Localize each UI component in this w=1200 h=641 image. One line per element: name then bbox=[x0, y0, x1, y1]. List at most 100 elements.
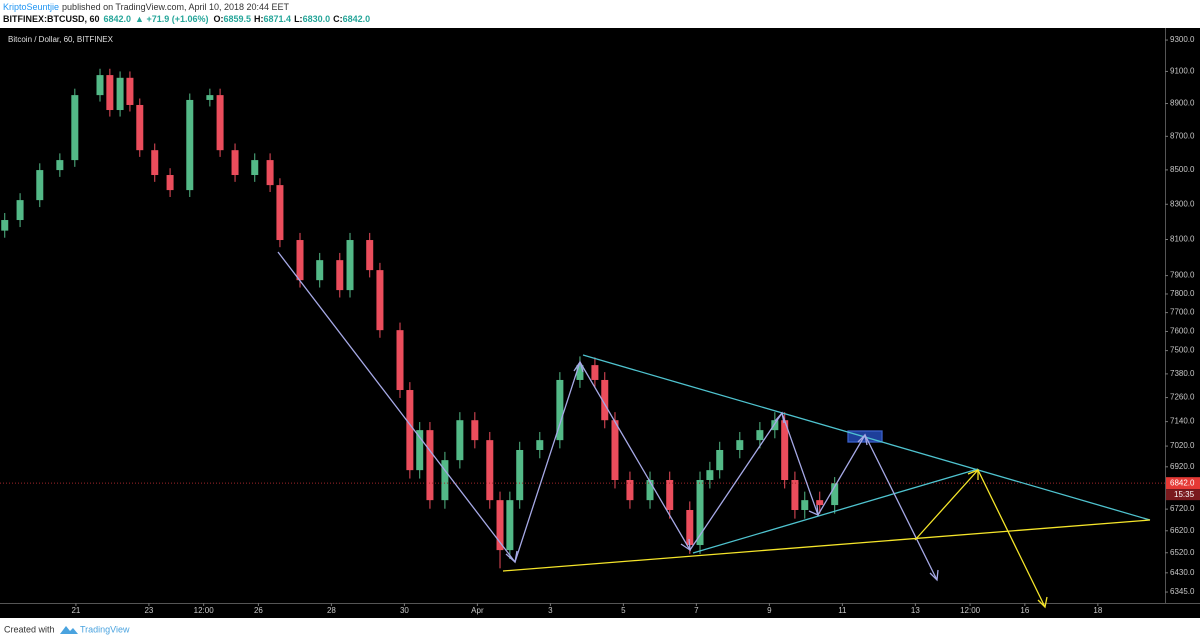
y-tick-label: 6520.0 bbox=[1170, 548, 1195, 557]
arrow-head bbox=[1037, 596, 1048, 609]
base-line bbox=[502, 519, 1151, 572]
candle-body bbox=[166, 175, 174, 191]
candle-body bbox=[231, 150, 239, 176]
support-line bbox=[692, 468, 979, 554]
quote-value: 6871.4 bbox=[264, 14, 292, 24]
candle-body bbox=[216, 95, 224, 151]
candle-body bbox=[716, 450, 724, 471]
candle-body bbox=[771, 420, 779, 431]
candle-body bbox=[426, 430, 434, 501]
change: ▲ +71.9 (+1.06%) bbox=[135, 14, 208, 24]
wave-path bbox=[277, 251, 938, 581]
last-price-box bbox=[1166, 477, 1200, 490]
arrow-head bbox=[808, 504, 819, 517]
candle-body bbox=[516, 450, 524, 501]
footer-brand[interactable]: TradingView bbox=[80, 624, 130, 634]
candle-body bbox=[611, 420, 619, 481]
candle-body bbox=[136, 104, 144, 151]
candle-body bbox=[496, 500, 504, 551]
y-tick-label: 7500.0 bbox=[1170, 346, 1195, 355]
candle-body bbox=[666, 480, 674, 510]
symbol: BITFINEX:BTCUSD, 60 bbox=[3, 14, 100, 24]
arrow-head bbox=[929, 569, 939, 582]
y-tick-label: 8700.0 bbox=[1170, 131, 1195, 140]
footer-created: Created with bbox=[4, 624, 55, 634]
marks: 9300.0 9100.0 8900.0 8700.0 8500.0 8300.0 8100… bbox=[0, 35, 1200, 615]
x-tick-label: 18 bbox=[1093, 606, 1102, 615]
candle-body bbox=[646, 480, 654, 501]
candle-body bbox=[251, 160, 259, 176]
y-tick-label: 7900.0 bbox=[1170, 271, 1195, 280]
arrow-head bbox=[774, 411, 785, 424]
y-tick-label: 9100.0 bbox=[1170, 67, 1195, 76]
y-tick-label: 8300.0 bbox=[1170, 199, 1195, 208]
y-tick-label: 6430.0 bbox=[1170, 568, 1195, 577]
candle-body bbox=[601, 379, 609, 421]
countdown: 15:35 bbox=[1174, 490, 1195, 499]
candle-body bbox=[706, 470, 714, 481]
candle-body bbox=[106, 75, 114, 111]
candle-body bbox=[1, 220, 9, 231]
candle-body bbox=[366, 240, 374, 271]
x-tick-label: 23 bbox=[144, 606, 153, 615]
y-tick-label: 8900.0 bbox=[1170, 99, 1195, 108]
candle-body bbox=[396, 330, 404, 391]
header-line-2: BITFINEX:BTCUSD, 60 6842.0 ▲ +71.9 (+1.06%… bbox=[3, 14, 370, 24]
y-tick-label: 7260.0 bbox=[1170, 393, 1195, 402]
arrow-head bbox=[967, 469, 979, 480]
y-tick-label: 6720.0 bbox=[1170, 504, 1195, 513]
candle-body bbox=[556, 379, 564, 441]
candle-body bbox=[316, 260, 324, 281]
drawings bbox=[277, 251, 1151, 609]
candle-body bbox=[471, 420, 479, 441]
x-tick-label: 7 bbox=[694, 606, 699, 615]
countdown-box bbox=[1166, 489, 1200, 501]
x-tick-label: 16 bbox=[1020, 606, 1029, 615]
header-line-1: KriptoSeuntjie published on TradingView.c… bbox=[3, 2, 290, 12]
x-tick-label: 21 bbox=[71, 606, 80, 615]
header-bg bbox=[0, 0, 1200, 28]
author-link[interactable]: KriptoSeuntjie bbox=[3, 2, 59, 12]
logo bbox=[60, 626, 78, 634]
candle-body bbox=[756, 430, 764, 441]
candle-body bbox=[486, 440, 494, 501]
candle-body bbox=[206, 95, 214, 100]
candle-body bbox=[16, 200, 24, 221]
quote-value: 6859.5 bbox=[224, 14, 252, 24]
x-tick-label: 26 bbox=[254, 606, 263, 615]
quote-label: O: bbox=[214, 14, 224, 24]
arrow-head bbox=[505, 550, 518, 564]
candle-body bbox=[456, 420, 464, 461]
candle-body bbox=[441, 460, 449, 501]
x-tick-label: Apr bbox=[471, 606, 484, 615]
x-tick-label: 9 bbox=[767, 606, 772, 615]
candle-body bbox=[536, 440, 544, 451]
last-price-label: 6842.0 bbox=[1170, 478, 1195, 487]
candle-body bbox=[576, 365, 584, 380]
published: published on TradingView.com, April 10, … bbox=[62, 2, 289, 12]
x-tick-label: 3 bbox=[548, 606, 553, 615]
candle-body bbox=[186, 99, 194, 191]
y-tick-label: 6920.0 bbox=[1170, 462, 1195, 471]
y-tick-label: 7800.0 bbox=[1170, 289, 1195, 298]
candle-body bbox=[376, 270, 384, 331]
chart-title: Bitcoin / Dollar, 60, BITFINEX bbox=[8, 35, 114, 44]
x-tick-label: 28 bbox=[327, 606, 336, 615]
quote-label: H: bbox=[254, 14, 264, 24]
candle-body bbox=[266, 160, 274, 186]
y-tick-label: 8500.0 bbox=[1170, 165, 1195, 174]
y-tick-label: 7140.0 bbox=[1170, 417, 1195, 426]
x-tick-label: 11 bbox=[838, 606, 847, 615]
arrow-head bbox=[680, 538, 691, 552]
y-tick-label: 6345.0 bbox=[1170, 587, 1195, 596]
candle-body bbox=[276, 185, 284, 241]
y-tick-label: 7600.0 bbox=[1170, 327, 1195, 336]
candle-body bbox=[346, 240, 354, 291]
quote-value: 6830.0 bbox=[303, 14, 331, 24]
last: 6842.0 bbox=[104, 14, 132, 24]
candle-body bbox=[816, 500, 824, 506]
quote-label: C: bbox=[333, 14, 343, 24]
chart-bg bbox=[0, 28, 1200, 618]
